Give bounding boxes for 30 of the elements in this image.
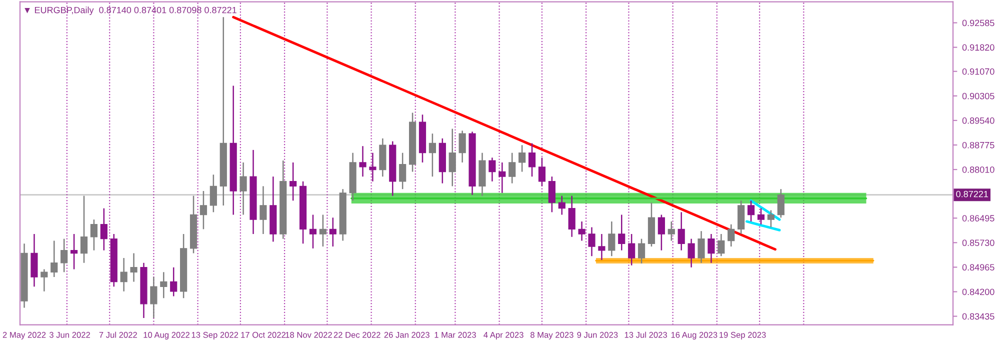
x-tick-label: 19 Sep 2023 [720, 332, 766, 340]
x-tick-label: 13 Sep 2022 [192, 332, 238, 340]
x-tick-label: 1 Mar 2023 [434, 332, 476, 338]
y-tick-label: 0.92585 [962, 20, 994, 26]
x-tick-label: 22 Dec 2022 [334, 332, 380, 338]
ref-line-label: 0.87221 [956, 190, 988, 198]
y-tick-label: 0.89540 [962, 117, 994, 124]
x-tick-label: 18 Nov 2022 [286, 332, 332, 338]
text: ▼ EURGBP,Daily 0.87140 0.87401 0.87098 0.87221 [24, 6, 236, 16]
y-tick-label: 0.84965 [962, 264, 994, 271]
y-tick-label: 0.91070 [962, 68, 994, 75]
x-tick-label: 4 Apr 2023 [484, 332, 524, 340]
x-tick-label: 7 Jul 2022 [99, 332, 137, 338]
x-tick-label: 26 Jan 2023 [384, 332, 430, 338]
y-tick-label: 0.83435 [962, 313, 994, 320]
x-tick-label: 10 Aug 2022 [144, 332, 190, 340]
y-tick-label: 0.91820 [962, 44, 994, 51]
x-tick-label: 8 May 2023 [530, 332, 574, 340]
x-tick-label: 9 Jun 2023 [577, 332, 618, 338]
x-tick-label: 16 Aug 2023 [671, 332, 718, 340]
y-tick-label: 0.85730 [962, 240, 994, 246]
x-tick-label: 3 Jun 2022 [49, 332, 90, 338]
y-tick-label: 0.88775 [962, 142, 994, 148]
x-tick-label: 2 May 2022 [2, 332, 46, 340]
y-tick-label: 0.88010 [962, 166, 994, 173]
y-tick-label: 0.90305 [962, 92, 994, 100]
y-tick-label: 0.84200 [962, 288, 994, 296]
y-tick-label: 0.86495 [962, 215, 994, 222]
x-tick-label: 13 Jul 2023 [624, 332, 667, 338]
x-tick-label: 17 Oct 2022 [241, 332, 286, 338]
